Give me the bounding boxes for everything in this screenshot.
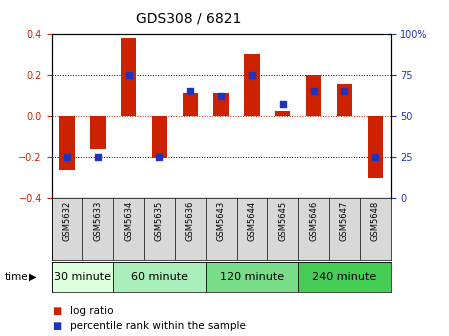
Bar <box>152 116 167 158</box>
Point <box>156 155 163 160</box>
Text: time: time <box>4 272 28 282</box>
Text: GSM5635: GSM5635 <box>155 201 164 241</box>
Point <box>187 88 194 94</box>
Bar <box>59 116 75 170</box>
Bar <box>306 75 321 116</box>
Bar <box>183 93 198 116</box>
Bar <box>90 116 106 149</box>
Point <box>310 88 317 94</box>
Text: GSM5632: GSM5632 <box>62 201 71 241</box>
Point <box>125 72 132 78</box>
Point <box>63 155 70 160</box>
Text: GSM5646: GSM5646 <box>309 201 318 241</box>
Bar <box>368 116 383 178</box>
Bar <box>275 111 291 116</box>
Bar <box>52 262 113 292</box>
Point <box>248 72 255 78</box>
Bar <box>244 54 260 116</box>
Bar <box>337 84 352 116</box>
Point <box>372 155 379 160</box>
Text: GSM5636: GSM5636 <box>186 201 195 241</box>
Text: ▶: ▶ <box>29 272 37 282</box>
Text: GSM5643: GSM5643 <box>216 201 226 241</box>
Bar <box>121 38 136 116</box>
Text: ■: ■ <box>52 306 61 316</box>
Bar <box>213 93 229 116</box>
Text: log ratio: log ratio <box>70 306 113 316</box>
Text: GSM5647: GSM5647 <box>340 201 349 241</box>
Text: 120 minute: 120 minute <box>220 272 284 282</box>
Point <box>341 88 348 94</box>
Text: 30 minute: 30 minute <box>54 272 111 282</box>
Text: percentile rank within the sample: percentile rank within the sample <box>70 321 246 331</box>
Bar <box>298 262 391 292</box>
Bar <box>206 262 298 292</box>
Point <box>94 155 101 160</box>
Text: ■: ■ <box>52 321 61 331</box>
Bar <box>113 262 206 292</box>
Text: 240 minute: 240 minute <box>312 272 377 282</box>
Text: GSM5633: GSM5633 <box>93 201 102 241</box>
Text: GSM5648: GSM5648 <box>371 201 380 241</box>
Point <box>217 93 224 99</box>
Text: 60 minute: 60 minute <box>131 272 188 282</box>
Text: GSM5634: GSM5634 <box>124 201 133 241</box>
Text: GSM5645: GSM5645 <box>278 201 287 241</box>
Point <box>279 102 286 107</box>
Text: GDS308 / 6821: GDS308 / 6821 <box>136 12 241 26</box>
Text: GSM5644: GSM5644 <box>247 201 256 241</box>
